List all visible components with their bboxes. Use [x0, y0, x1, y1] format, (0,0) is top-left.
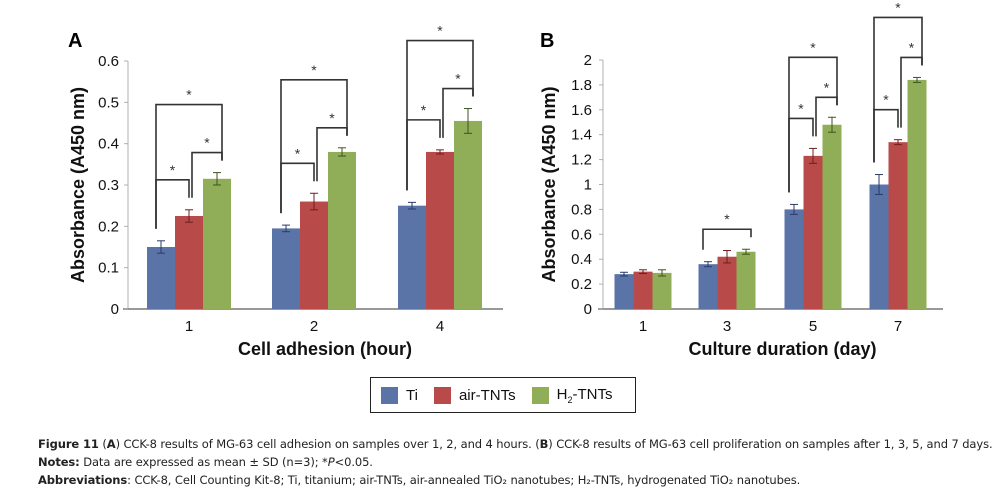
significance-star-a: * — [295, 145, 301, 161]
significance-star-a: * — [455, 71, 461, 87]
y-tick-label-b: 2 — [584, 52, 592, 69]
bar-a-1-h2-tnts — [203, 178, 231, 309]
significance-bracket-b — [702, 228, 752, 250]
significance-star-a: * — [421, 102, 427, 118]
y-axis-title-b: Absorbance (A450 nm) — [539, 86, 559, 282]
significance-star-b: * — [895, 0, 901, 15]
y-tick-label-a: 0.1 — [98, 260, 119, 277]
caption-line-1: Figure 11 (A) CCK-8 results of MG-63 cel… — [38, 437, 993, 451]
significance-star-a: * — [437, 23, 443, 39]
x-tick-label-a: 4 — [436, 318, 444, 335]
panel-label-a: A — [68, 30, 82, 52]
x-tick-label-b: 3 — [723, 318, 731, 335]
significance-bracket-b — [873, 16, 923, 163]
abbreviations-label: Abbreviations — [38, 473, 128, 487]
bar-b-3-h2-tnts — [736, 251, 756, 309]
y-tick-label-b: 0.4 — [571, 251, 592, 268]
significance-star-a: * — [170, 162, 176, 178]
significance-bracket-a — [280, 79, 348, 214]
significance-star-a: * — [204, 135, 210, 151]
x-axis-title-b: Culture duration (day) — [689, 339, 877, 359]
y-tick-label-b: 1.8 — [571, 77, 592, 94]
y-tick-label-a: 0.6 — [98, 53, 119, 70]
significance-star-a: * — [186, 87, 192, 103]
y-tick-label-a: 0.2 — [98, 218, 119, 235]
legend: Ti air-TNTs H2-TNTs — [370, 377, 636, 413]
significance-star-b: * — [824, 79, 830, 95]
bar-b-5-h2-tnts — [822, 124, 842, 310]
caption-abbreviations: Abbreviations: CCK-8, Cell Counting Kit-… — [38, 473, 801, 487]
bar-a-4-ti — [398, 205, 426, 309]
bar-a-1-ti — [147, 247, 175, 309]
notes-label: Notes: — [38, 455, 80, 469]
bar-b-7-air-tnts — [888, 142, 908, 309]
legend-item-ti: Ti — [381, 386, 418, 404]
legend-item-air-tnts: air-TNTs — [433, 386, 516, 404]
figure-label: Figure 11 — [38, 437, 99, 451]
bar-a-4-air-tnts — [426, 151, 454, 309]
bar-b-1-air-tnts — [633, 271, 653, 309]
bar-b-3-air-tnts — [717, 256, 737, 309]
bar-a-2-h2-tnts — [328, 151, 356, 309]
significance-star-b: * — [724, 211, 730, 227]
bar-a-2-ti — [272, 228, 300, 309]
bar-b-7-h2-tnts — [907, 79, 927, 309]
bar-b-7-ti — [869, 184, 889, 309]
significance-star-b: * — [883, 92, 889, 108]
y-tick-label-b: 1 — [584, 177, 592, 194]
bar-a-2-air-tnts — [300, 201, 328, 309]
bar-a-4-h2-tnts — [454, 120, 482, 309]
y-tick-label-a: 0.4 — [98, 136, 119, 153]
y-tick-label-b: 1.2 — [571, 152, 592, 169]
x-tick-label-b: 5 — [809, 318, 817, 335]
x-tick-label-b: 7 — [894, 318, 902, 335]
bar-b-1-ti — [614, 274, 634, 309]
legend-item-h2-tnts: H2-TNTs — [531, 385, 613, 405]
y-tick-label-b: 0 — [584, 301, 592, 318]
bar-b-1-h2-tnts — [652, 272, 672, 309]
significance-bracket-a — [155, 103, 223, 229]
x-tick-label-a: 2 — [310, 318, 318, 335]
y-tick-label-b: 0.8 — [571, 201, 592, 218]
x-tick-label-a: 1 — [185, 318, 193, 335]
significance-bracket-b — [788, 56, 838, 193]
panel-label-b: B — [540, 30, 554, 52]
bar-b-5-ti — [784, 209, 804, 309]
x-axis-title-a: Cell adhesion (hour) — [238, 339, 412, 359]
y-tick-label-a: 0.3 — [98, 177, 119, 194]
significance-star-b: * — [810, 39, 816, 55]
significance-star-a: * — [329, 110, 335, 126]
legend-label-air-tnts: air-TNTs — [458, 386, 516, 404]
bar-b-5-air-tnts — [803, 155, 823, 309]
bar-b-3-ti — [698, 264, 718, 309]
y-tick-label-b: 0.6 — [571, 226, 592, 243]
bar-a-1-air-tnts — [175, 216, 203, 309]
y-tick-label-b: 1.6 — [571, 102, 592, 119]
y-tick-label-b: 1.4 — [571, 127, 592, 144]
x-tick-label-b: 1 — [639, 318, 647, 335]
significance-star-a: * — [311, 62, 317, 78]
legend-swatch-ti — [381, 386, 398, 404]
legend-label-ti: Ti — [406, 386, 418, 404]
caption-notes: Notes: Data are expressed as mean ± SD (… — [38, 455, 373, 469]
legend-swatch-h2-tnts — [531, 386, 549, 404]
legend-swatch-air-tnts — [433, 386, 451, 404]
y-tick-label-a: 0.5 — [98, 94, 119, 111]
significance-bracket-a — [406, 39, 474, 191]
significance-star-b: * — [909, 39, 915, 55]
y-axis-title-a: Absorbance (A450 nm) — [68, 87, 88, 283]
legend-label-h2-tnts: H2-TNTs — [556, 385, 613, 405]
y-tick-label-b: 0.2 — [571, 276, 592, 293]
significance-star-b: * — [798, 100, 804, 116]
y-tick-label-a: 0 — [111, 301, 119, 318]
